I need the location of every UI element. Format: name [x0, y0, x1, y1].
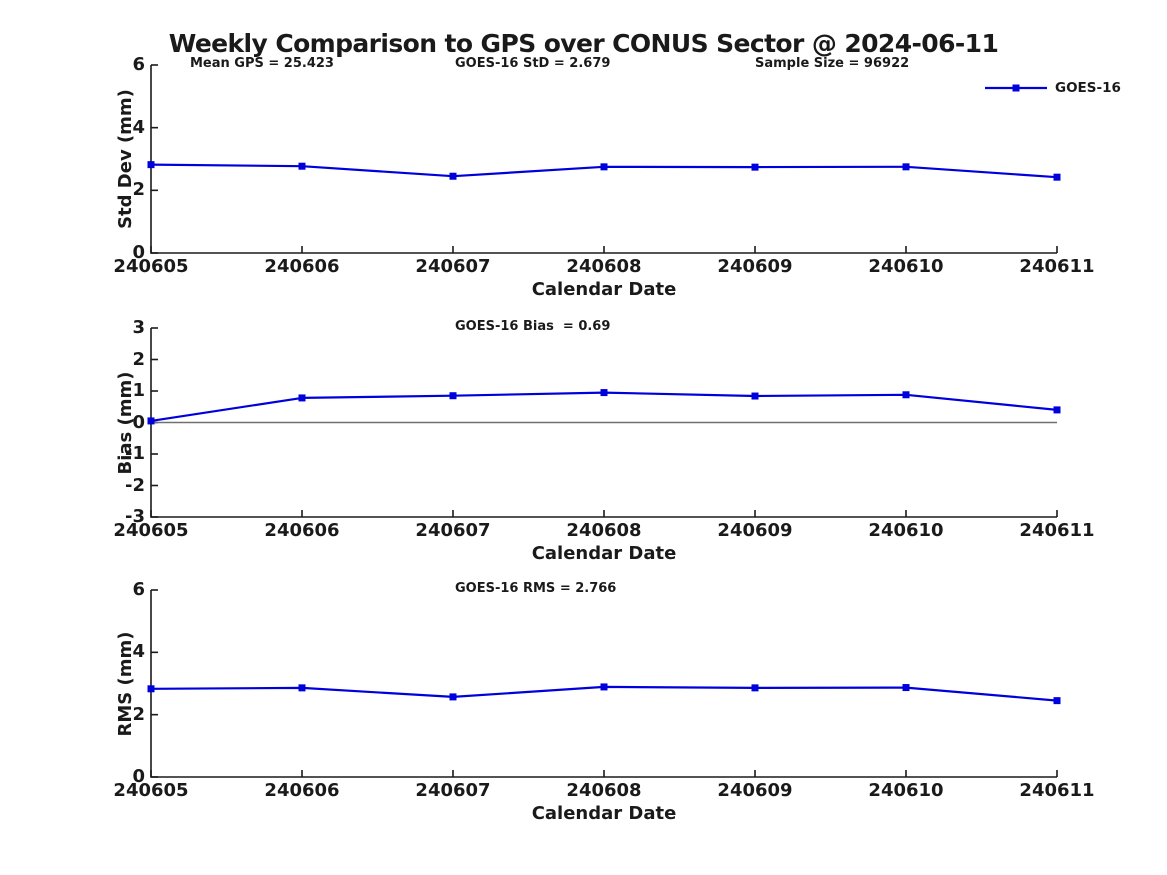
data-point-marker: [449, 172, 457, 180]
y-axis-label: Std Dev (mm): [115, 89, 136, 229]
x-tick-label: 240611: [1019, 256, 1095, 277]
data-point-marker: [298, 162, 306, 170]
x-tick-label: 240608: [566, 256, 642, 277]
data-point-marker: [147, 161, 155, 169]
data-point-marker: [751, 163, 759, 171]
x-tick-label: 240610: [868, 780, 944, 801]
axis-spine: [150, 65, 1057, 254]
x-tick-label: 240610: [868, 520, 944, 541]
data-point-marker: [449, 392, 457, 400]
data-point-marker: [1053, 406, 1061, 414]
stat-annotation: GOES-16 RMS = 2.766: [455, 581, 617, 596]
x-tick-label: 240611: [1019, 780, 1095, 801]
y-tick-label: -1: [125, 443, 145, 464]
legend-label: GOES-16: [1055, 80, 1121, 96]
x-tick-label: 240609: [717, 256, 793, 277]
data-point-marker: [147, 417, 155, 425]
x-tick-label: 240609: [717, 780, 793, 801]
x-tick-label: 240607: [415, 780, 491, 801]
y-tick-label: 2: [132, 348, 145, 370]
data-point-marker: [751, 392, 759, 400]
x-axis-label: Calendar Date: [531, 543, 677, 564]
y-tick-label: 0: [132, 411, 145, 433]
data-point-marker: [1053, 697, 1061, 705]
subplot-1: [147, 327, 1061, 518]
y-tick-label: 6: [132, 54, 145, 75]
series-line: [150, 391, 1058, 422]
data-point-marker: [298, 684, 306, 692]
data-point-marker: [902, 391, 910, 399]
data-point-marker: [600, 683, 608, 691]
data-point-marker: [902, 684, 910, 692]
stat-annotation: Mean GPS = 25.423: [190, 56, 334, 71]
data-point-marker: [449, 693, 457, 701]
x-axis-label: Calendar Date: [531, 803, 677, 824]
y-tick-label: 3: [132, 317, 145, 338]
x-tick-label: 240607: [415, 256, 491, 277]
y-tick-label: 1: [132, 380, 145, 401]
stat-annotation: GOES-16 StD = 2.679: [455, 56, 611, 71]
y-tick-label: 2: [132, 179, 145, 201]
y-tick-label: 2: [132, 703, 145, 725]
data-point-marker: [751, 684, 759, 692]
y-tick-label: -3: [125, 506, 145, 527]
subplot-0: [147, 64, 1061, 254]
y-tick-label: 4: [132, 641, 145, 663]
y-tick-label: 0: [132, 242, 145, 263]
y-axis-label: Bias (mm): [115, 371, 136, 474]
x-tick-label: 240606: [264, 780, 340, 801]
x-tick-label: 240610: [868, 256, 944, 277]
x-tick-label: 240606: [264, 520, 340, 541]
x-tick-label: 240608: [566, 520, 642, 541]
y-tick-label: -2: [125, 474, 145, 496]
x-tick-label: 240605: [113, 256, 189, 277]
data-point-marker: [298, 394, 306, 402]
stat-annotation: Sample Size = 96922: [755, 56, 910, 71]
x-tick-label: 240605: [113, 520, 189, 541]
legend-line-sample: [985, 84, 1047, 92]
x-tick-label: 240606: [264, 256, 340, 277]
data-point-marker: [1053, 173, 1061, 181]
stat-annotation: GOES-16 Bias = 0.69: [455, 319, 611, 334]
data-point-marker: [600, 389, 608, 397]
legend-series-marker-icon: [1012, 84, 1020, 92]
legend: GOES-16: [984, 80, 1121, 96]
figure-title: Weekly Comparison to GPS over CONUS Sect…: [168, 29, 999, 58]
y-tick-label: 6: [132, 579, 145, 600]
x-axis-label: Calendar Date: [531, 279, 677, 300]
x-tick-label: 240608: [566, 780, 642, 801]
x-tick-label: 240607: [415, 520, 491, 541]
subplot-2: [147, 589, 1061, 778]
y-tick-label: 4: [132, 116, 145, 138]
x-tick-label: 240609: [717, 520, 793, 541]
x-tick-label: 240605: [113, 780, 189, 801]
data-point-marker: [902, 163, 910, 171]
data-point-marker: [600, 163, 608, 171]
y-tick-label: 0: [132, 766, 145, 787]
data-point-marker: [147, 685, 155, 693]
x-tick-label: 240611: [1019, 520, 1095, 541]
y-axis-label: RMS (mm): [115, 631, 136, 736]
